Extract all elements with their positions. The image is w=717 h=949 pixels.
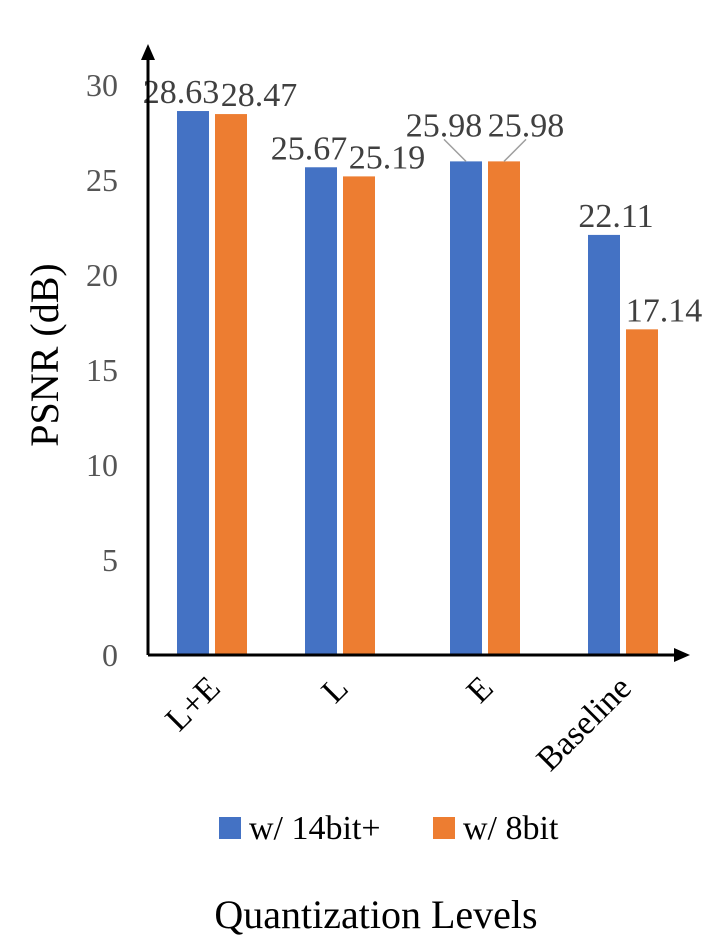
bar: [343, 176, 375, 655]
data-label: 25.67: [271, 130, 348, 167]
category-label: L: [315, 669, 356, 710]
category-label: E: [460, 669, 501, 710]
x-axis-title: Quantization Levels: [214, 892, 537, 937]
x-axis-arrow: [674, 648, 690, 662]
y-axis-title: PSNR (dB): [22, 263, 67, 446]
data-label: 25.19: [349, 139, 426, 176]
category-label: L+E: [159, 669, 228, 738]
leader-line: [503, 138, 527, 162]
bar: [488, 161, 520, 655]
bar: [215, 114, 247, 655]
y-tick-label: 30: [86, 67, 118, 103]
category-label: Baseline: [530, 669, 639, 778]
y-ticks: 0 5 10 15 20 25 30: [86, 67, 118, 673]
data-label: 17.14: [626, 292, 703, 329]
y-tick-label: 20: [86, 257, 118, 293]
bar: [450, 161, 482, 655]
category-labels: L+E L E Baseline: [159, 669, 639, 778]
data-label: 25.98: [406, 107, 483, 144]
bar: [626, 329, 658, 655]
legend: w/ 14bit+ w/ 8bit: [219, 810, 559, 847]
data-label: 28.63: [143, 74, 220, 111]
legend-label-14bit: w/ 14bit+: [249, 810, 381, 847]
bar: [177, 111, 209, 655]
y-tick-label: 10: [86, 447, 118, 483]
bar: [588, 234, 620, 655]
leader-lines: [443, 138, 527, 162]
legend-label-8bit: w/ 8bit: [463, 810, 559, 847]
data-label: 25.98: [488, 107, 565, 144]
bar: [305, 167, 337, 655]
data-label: 28.47: [221, 77, 298, 114]
bars: [177, 111, 658, 655]
data-label: 22.11: [578, 198, 653, 235]
legend-swatch-8bit: [433, 817, 455, 839]
y-tick-label: 15: [86, 352, 118, 388]
y-tick-label: 0: [102, 637, 118, 673]
y-axis-arrow: [141, 44, 155, 60]
y-tick-label: 25: [86, 162, 118, 198]
y-tick-label: 5: [102, 542, 118, 578]
leader-line: [443, 138, 467, 162]
legend-swatch-14bit: [219, 817, 241, 839]
